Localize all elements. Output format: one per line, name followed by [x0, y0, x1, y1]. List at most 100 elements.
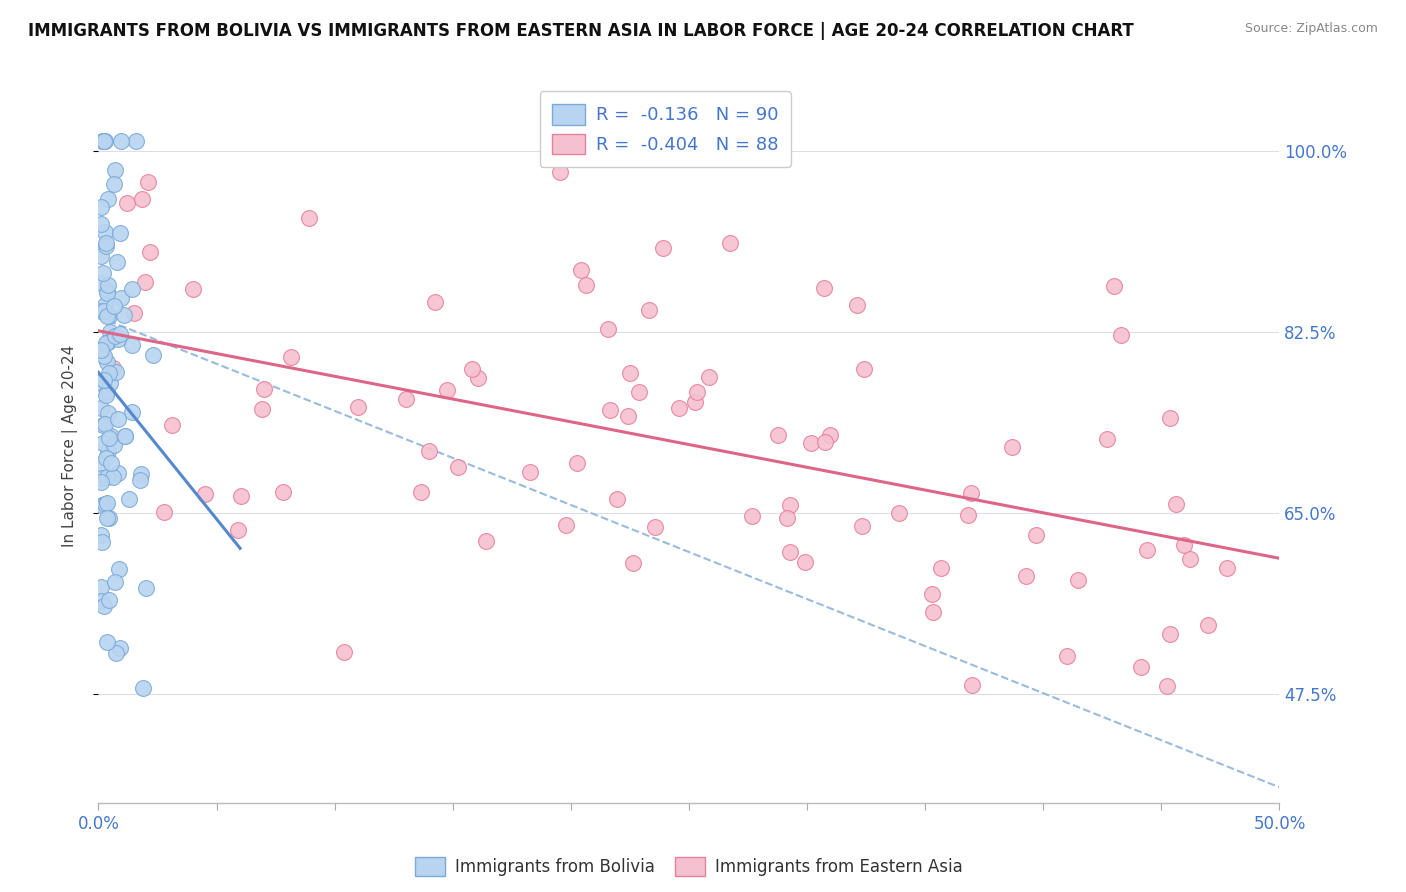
Point — [181, 282, 204, 296]
Point — [97, 366, 120, 380]
Point — [1159, 411, 1181, 425]
Point — [129, 467, 152, 482]
Point — [105, 255, 128, 269]
Point — [921, 606, 943, 620]
Point — [929, 561, 952, 575]
Point — [960, 678, 983, 692]
Point — [1197, 617, 1219, 632]
Point — [1095, 432, 1118, 446]
Point — [98, 326, 121, 340]
Point — [1109, 328, 1132, 343]
Point — [957, 508, 980, 523]
Point — [1166, 497, 1188, 511]
Point — [686, 385, 709, 400]
Point — [90, 593, 112, 607]
Point — [103, 438, 125, 452]
Point — [128, 473, 150, 487]
Point — [90, 303, 112, 318]
Point — [229, 489, 252, 503]
Point — [90, 475, 112, 490]
Point — [97, 593, 120, 607]
Point — [1216, 561, 1239, 575]
Point — [606, 491, 628, 506]
Point — [134, 276, 156, 290]
Point — [1025, 528, 1047, 542]
Point — [668, 401, 690, 415]
Point — [1102, 279, 1125, 293]
Point — [108, 226, 131, 240]
Point — [105, 365, 128, 379]
Point — [94, 236, 117, 251]
Point — [617, 409, 640, 423]
Point — [91, 535, 114, 549]
Point — [93, 134, 115, 148]
Point — [94, 417, 117, 432]
Point — [97, 334, 120, 349]
Point — [697, 370, 720, 384]
Point — [575, 278, 598, 293]
Point — [90, 343, 112, 358]
Point — [627, 385, 650, 400]
Point — [115, 195, 138, 210]
Point — [114, 429, 136, 443]
Point — [131, 681, 153, 695]
Point — [519, 465, 541, 479]
Point — [411, 485, 433, 500]
Point — [97, 443, 120, 458]
Point — [644, 520, 666, 534]
Point — [153, 505, 176, 519]
Y-axis label: In Labor Force | Age 20-24: In Labor Force | Age 20-24 — [62, 345, 77, 547]
Point — [96, 336, 118, 351]
Point — [108, 326, 131, 341]
Point — [93, 304, 115, 318]
Point — [1159, 627, 1181, 641]
Point — [94, 451, 117, 466]
Point — [101, 360, 124, 375]
Point — [741, 509, 763, 524]
Point — [96, 496, 118, 510]
Point — [108, 640, 131, 655]
Point — [121, 338, 143, 352]
Point — [107, 412, 129, 426]
Point — [776, 510, 799, 524]
Point — [93, 266, 115, 280]
Point — [852, 361, 875, 376]
Point — [103, 178, 125, 192]
Point — [567, 456, 589, 470]
Point — [395, 392, 418, 406]
Point — [125, 134, 148, 148]
Point — [90, 249, 112, 263]
Point — [94, 225, 117, 239]
Point — [91, 376, 114, 391]
Point — [548, 165, 571, 179]
Point — [96, 355, 118, 369]
Point — [1156, 679, 1178, 693]
Point — [118, 491, 141, 506]
Legend: Immigrants from Bolivia, Immigrants from Eastern Asia: Immigrants from Bolivia, Immigrants from… — [409, 850, 969, 883]
Point — [718, 236, 741, 251]
Point — [90, 277, 112, 291]
Point — [621, 556, 644, 570]
Point — [1180, 552, 1202, 566]
Point — [91, 498, 114, 512]
Point — [97, 406, 120, 420]
Point — [122, 306, 145, 320]
Point — [90, 401, 112, 415]
Point — [104, 574, 127, 589]
Point — [141, 348, 163, 362]
Point — [461, 362, 484, 376]
Point — [98, 511, 121, 525]
Point — [135, 582, 157, 596]
Point — [333, 645, 356, 659]
Point — [100, 376, 122, 391]
Point — [103, 163, 125, 178]
Point — [97, 277, 120, 292]
Point — [1067, 573, 1090, 587]
Point — [813, 281, 835, 295]
Point — [779, 545, 801, 559]
Point — [96, 635, 118, 649]
Point — [94, 497, 117, 511]
Point — [110, 134, 132, 148]
Point — [114, 428, 136, 442]
Point — [138, 244, 160, 259]
